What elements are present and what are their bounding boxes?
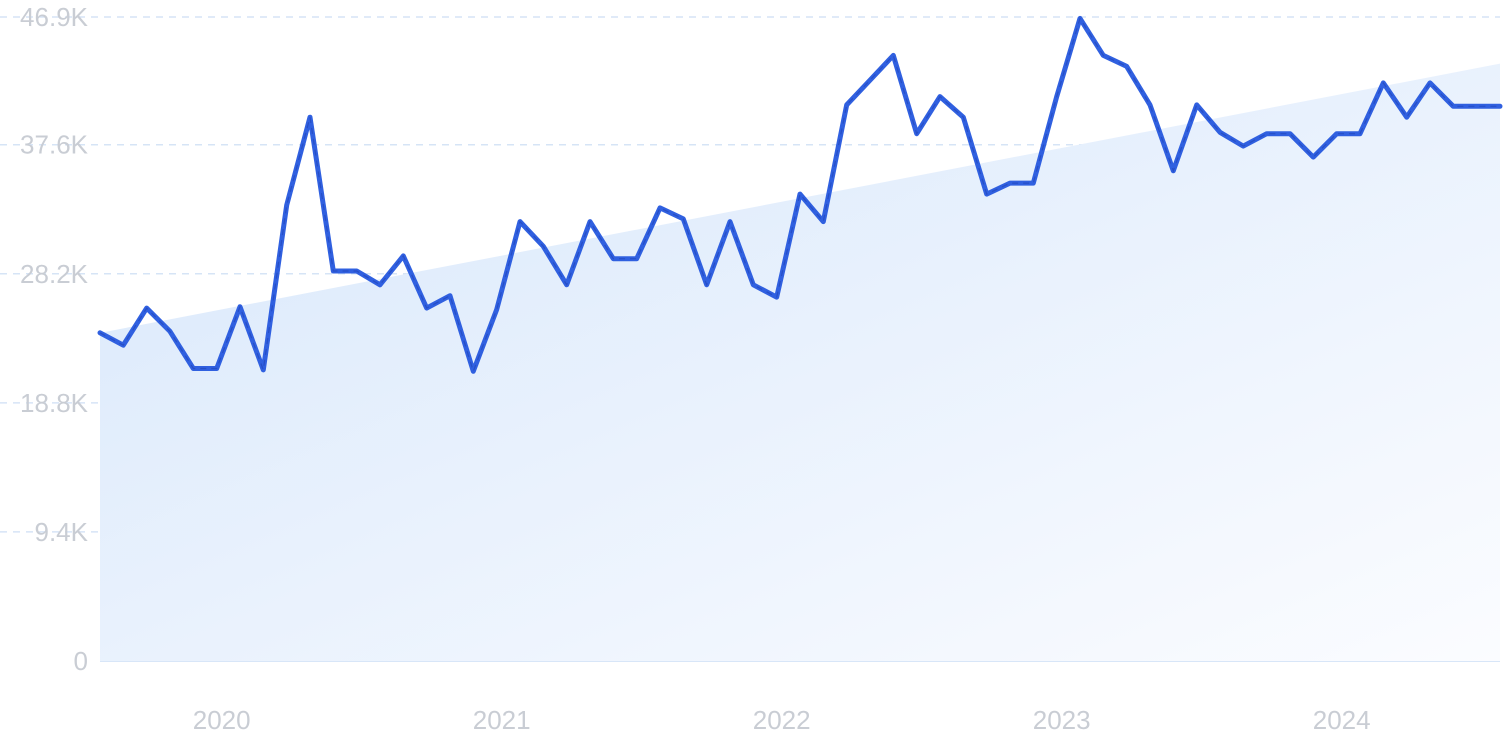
trend-area-fill xyxy=(100,63,1500,661)
x-tick-label: 2020 xyxy=(193,705,251,735)
y-axis: 0 9.4K 18.8K 28.2K 37.6K 46.9K xyxy=(20,2,89,676)
x-tick-label: 2023 xyxy=(1033,705,1091,735)
series-line-dashed-overlay xyxy=(99,16,1500,374)
x-tick-label: 2022 xyxy=(753,705,811,735)
x-axis: 2020 2021 2022 2023 2024 xyxy=(193,705,1371,735)
y-tick-label: 0 xyxy=(74,646,88,676)
x-tick-label: 2024 xyxy=(1313,705,1371,735)
y-tick-label: 46.9K xyxy=(20,2,89,32)
trend-area xyxy=(100,63,1500,661)
x-tick-label: 2021 xyxy=(473,705,531,735)
y-tick-label: 18.8K xyxy=(20,388,89,418)
series-layer xyxy=(97,15,1503,374)
y-tick-label: 37.6K xyxy=(20,130,89,160)
y-tick-label: 28.2K xyxy=(20,259,89,289)
y-tick-label: 9.4K xyxy=(35,517,89,547)
